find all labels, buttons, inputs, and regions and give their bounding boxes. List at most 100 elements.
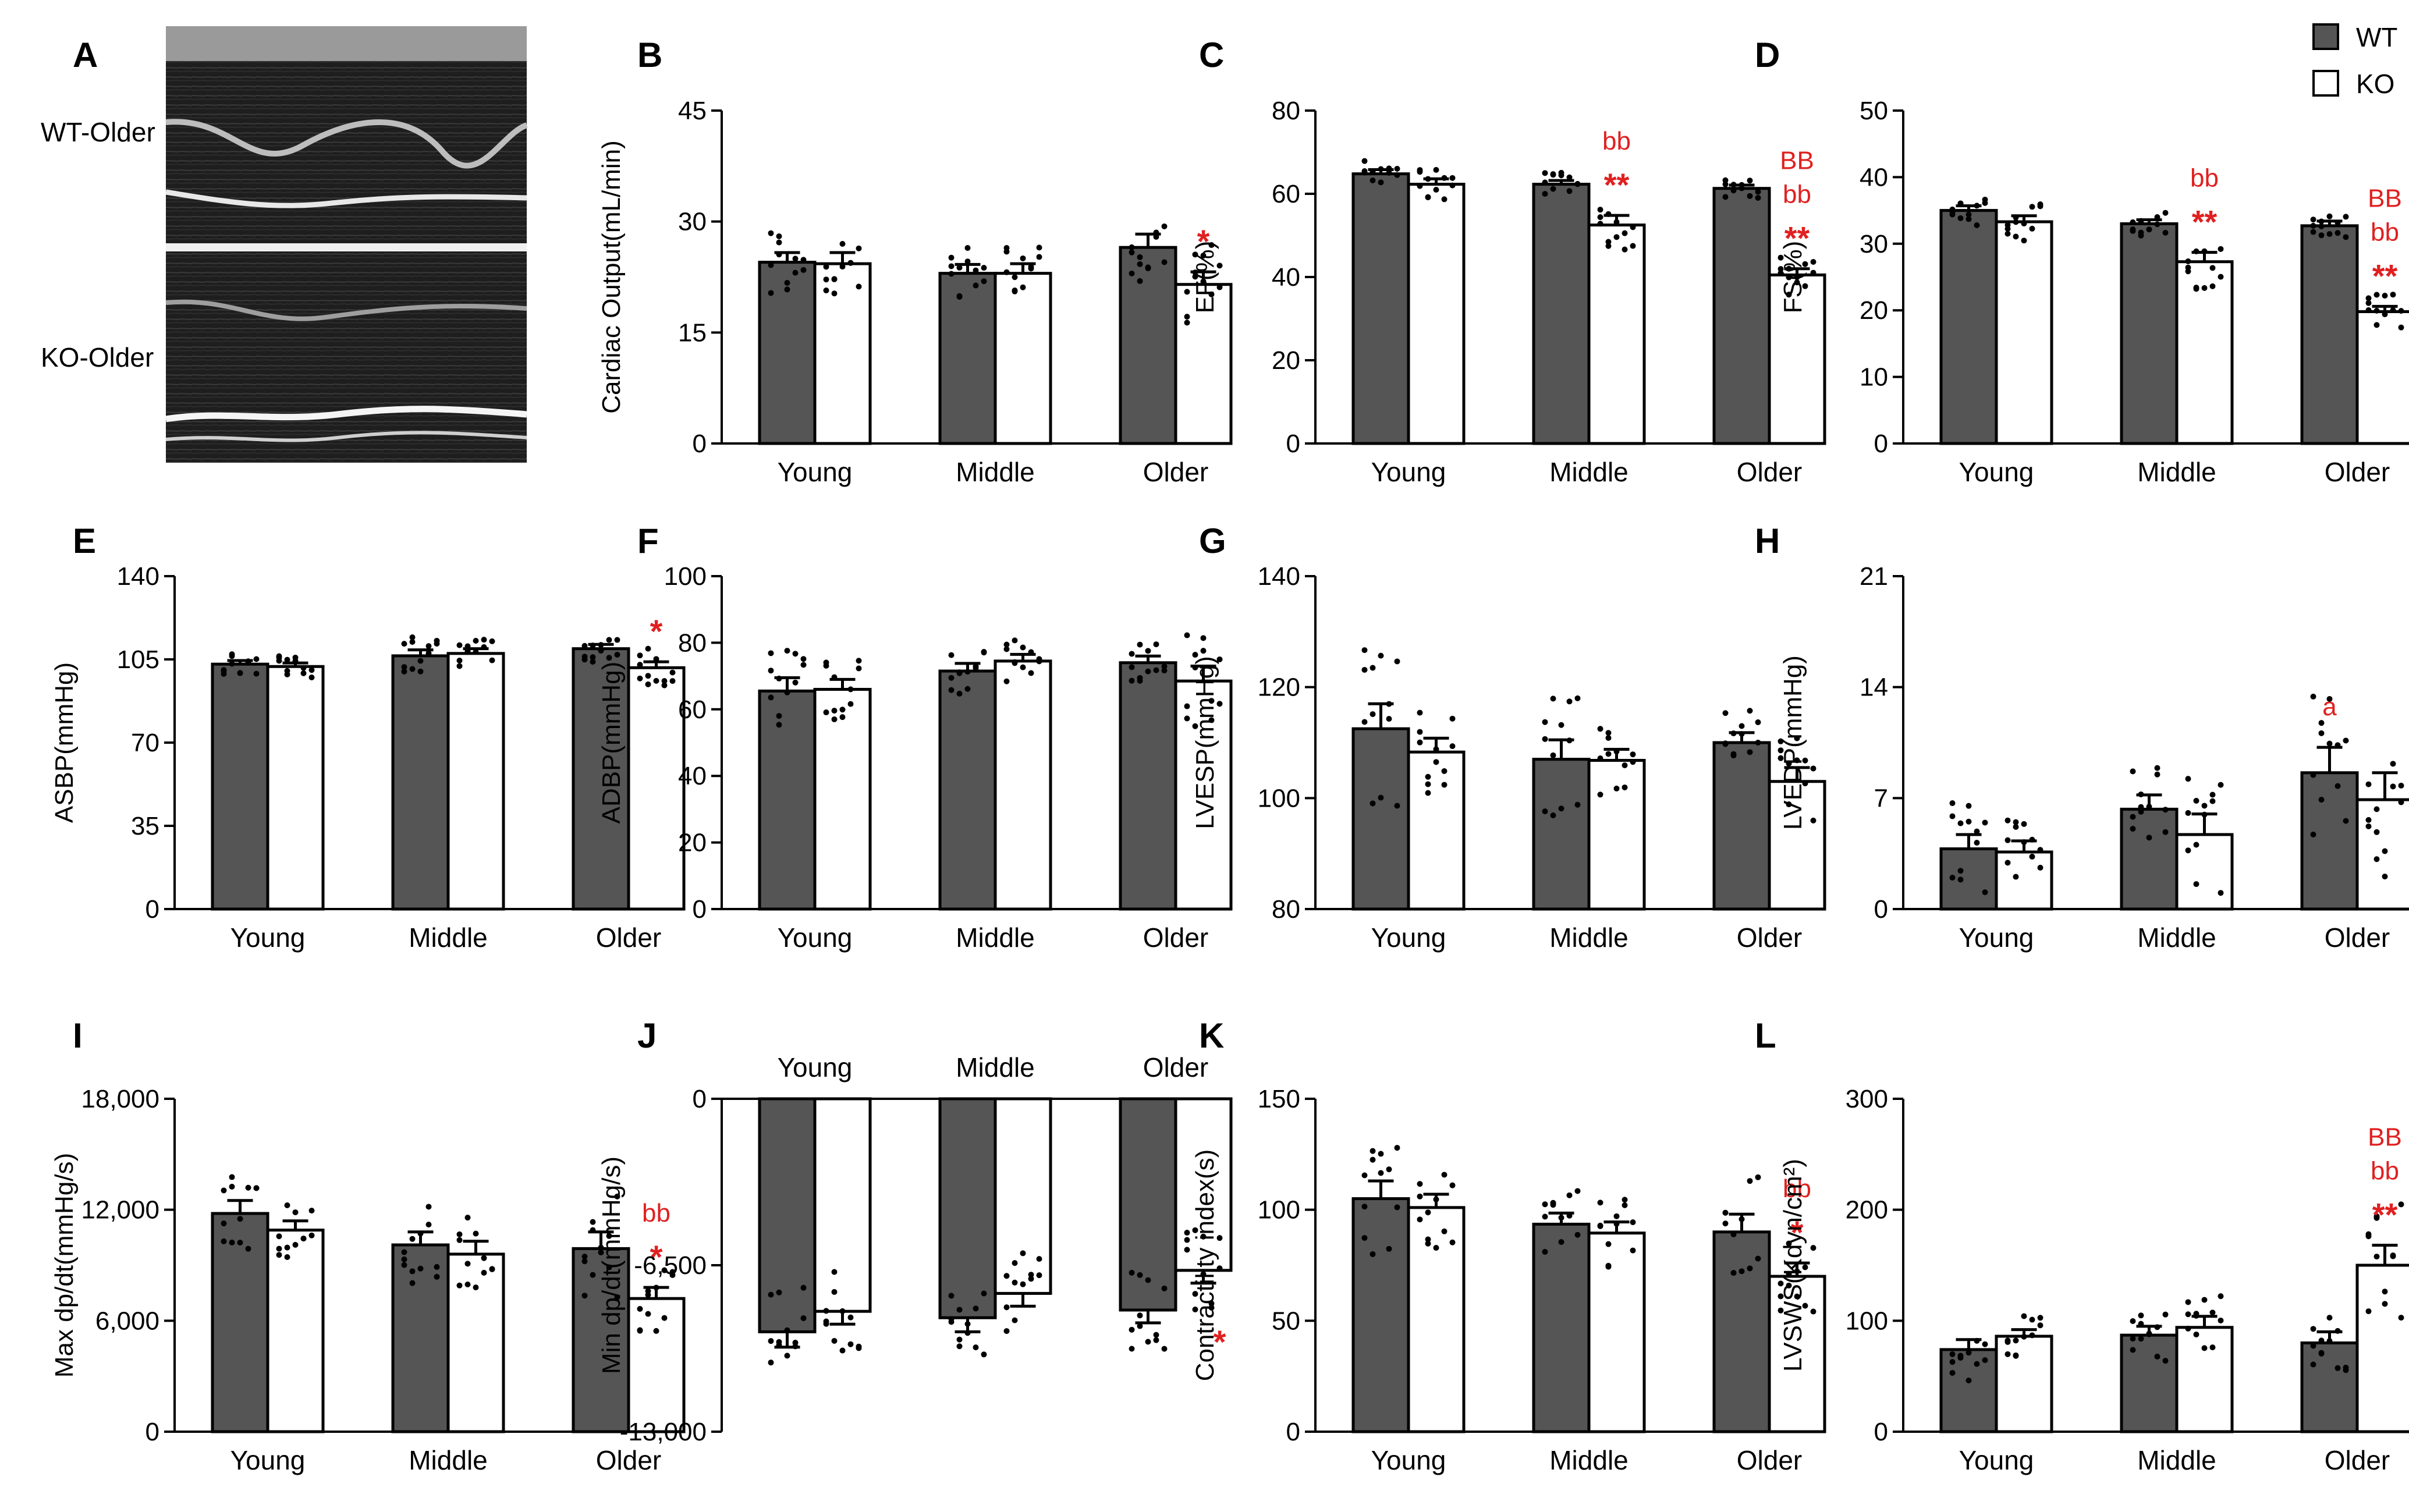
data-point (645, 645, 651, 652)
data-point (2209, 792, 2216, 798)
data-point (1722, 1209, 1729, 1216)
data-point (1597, 221, 1603, 227)
data-point (1722, 1220, 1729, 1227)
data-point (2154, 765, 2160, 771)
data-point (253, 656, 260, 662)
significance-mark: * (1791, 1214, 1804, 1251)
data-point (1192, 664, 1198, 670)
data-point (2218, 246, 2224, 252)
data-point (2398, 799, 2404, 805)
data-point (1386, 1166, 1392, 1173)
data-point (2154, 771, 2160, 778)
y-tick-label: 6,000 (95, 1307, 159, 1335)
data-point (2365, 295, 2372, 301)
y-tick-label: 21 (1860, 562, 1888, 591)
chart-c: C 0 20 40 60 80 EF(%) Young Middle Older ** bb ** bb B… (1191, 36, 1826, 487)
y-tick-label: 140 (117, 562, 159, 591)
x-category-label: Middle (409, 922, 488, 953)
chart-k: K 0 50 100 150 Contractility index(s) Young Mid… (1191, 1016, 1826, 1475)
panel-letter-j: J (637, 1016, 657, 1055)
bar-wt-young (1351, 727, 1410, 911)
data-point (473, 637, 479, 644)
data-point (1184, 703, 1190, 709)
data-point (1208, 1304, 1215, 1311)
data-point (221, 670, 227, 677)
data-point (456, 642, 463, 648)
data-point (2365, 300, 2372, 306)
data-point (964, 258, 971, 265)
data-point (2310, 1326, 2316, 1332)
data-point (1200, 278, 1207, 285)
data-point (948, 263, 955, 269)
data-point (401, 1256, 407, 1262)
data-point (1542, 1248, 1548, 1255)
data-point (776, 239, 782, 246)
bar-ko-middle (1587, 759, 1646, 911)
data-point (284, 1202, 290, 1208)
data-point (308, 674, 315, 680)
data-point (1394, 1145, 1400, 1151)
bar-wt-older (1119, 661, 1177, 911)
bar-ko-older (627, 666, 686, 911)
data-point (847, 1314, 854, 1321)
data-point (839, 1308, 846, 1314)
data-point (1747, 708, 1753, 714)
data-point (1028, 649, 1034, 655)
data-point (292, 654, 299, 661)
data-point (1153, 1337, 1159, 1343)
y-tick-label: 7 (1874, 784, 1888, 812)
data-point (1386, 716, 1392, 722)
x-category-label: Middle (1549, 457, 1629, 487)
data-point (1558, 1239, 1564, 1245)
echo-top-band (166, 26, 527, 61)
y-tick-label: -13,000 (620, 1418, 707, 1446)
data-point (956, 1336, 963, 1343)
data-point (614, 1193, 620, 1199)
y-tick-label: 0 (146, 895, 159, 924)
data-point (1433, 1245, 1439, 1251)
data-point (1730, 730, 1737, 737)
data-point (1597, 726, 1603, 732)
data-point (1208, 1300, 1215, 1307)
data-point (2398, 1315, 2404, 1321)
data-point (409, 666, 416, 672)
y-tick-label: 15 (678, 318, 707, 347)
data-point (237, 1240, 243, 1246)
data-point (1161, 668, 1168, 674)
data-point (1786, 1282, 1792, 1289)
data-point (2326, 1315, 2333, 1321)
data-point (1558, 1215, 1564, 1221)
data-point (473, 1230, 479, 1237)
data-point (1216, 262, 1223, 269)
data-point (1161, 1285, 1168, 1291)
data-point (2004, 817, 2011, 824)
data-point (1982, 1341, 1988, 1347)
data-point (1192, 723, 1198, 729)
bar-wt-older (1119, 1097, 1177, 1312)
data-point (1550, 752, 1556, 758)
bar-wt-middle (1532, 1222, 1591, 1433)
data-point (1208, 291, 1215, 297)
data-point (2398, 324, 2404, 331)
data-point (1574, 1231, 1581, 1238)
data-point (2343, 737, 2349, 744)
data-point (2365, 781, 2372, 787)
data-point (776, 251, 782, 258)
data-point (229, 661, 235, 667)
data-point (1012, 660, 1018, 666)
data-point (1630, 1247, 1636, 1254)
data-point (1012, 274, 1018, 281)
legend: WT KO (2312, 22, 2398, 99)
data-point (456, 657, 463, 663)
data-point (1184, 715, 1190, 722)
data-point (1566, 188, 1573, 194)
x-category-label: Young (1959, 457, 2034, 487)
data-point (606, 655, 612, 661)
data-point (401, 1262, 407, 1268)
panel-letter-a: A (73, 36, 98, 74)
bar-ko-young (1407, 183, 1466, 445)
data-point (1129, 249, 1135, 255)
data-point (1192, 1307, 1198, 1313)
data-point (1208, 242, 1215, 249)
data-point (1370, 711, 1376, 718)
